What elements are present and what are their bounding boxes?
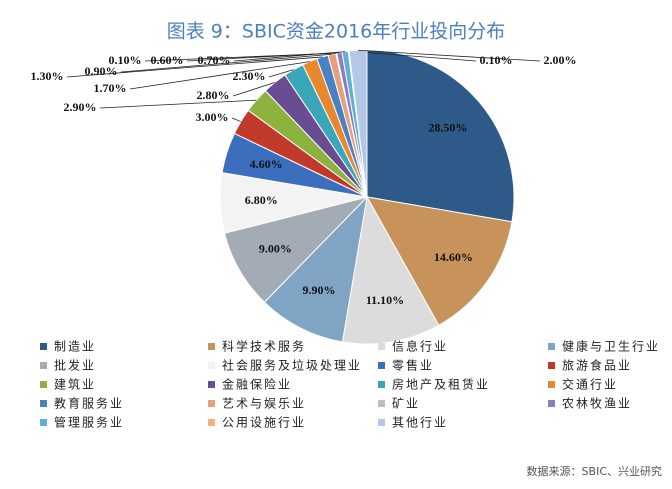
legend-label: 农林牧渔业 bbox=[562, 397, 632, 411]
leader-line bbox=[232, 82, 275, 97]
legend-label: 其他行业 bbox=[392, 416, 448, 430]
leader-line bbox=[231, 117, 241, 122]
data-label: 2.80% bbox=[197, 88, 230, 102]
legend-label: 建筑业 bbox=[54, 377, 96, 392]
legend-swatch bbox=[208, 381, 215, 388]
data-label: 14.60% bbox=[434, 250, 473, 264]
pie-slice bbox=[341, 195, 440, 345]
data-label: 0.90% bbox=[85, 64, 118, 78]
data-label: 0.60% bbox=[151, 53, 184, 67]
data-label: 28.50% bbox=[428, 121, 467, 135]
data-label: 9.00% bbox=[259, 242, 292, 256]
legend-swatch bbox=[548, 362, 555, 369]
legend-swatch bbox=[208, 400, 215, 407]
legend-label: 社会服务及垃圾处理业 bbox=[222, 358, 362, 373]
legend-swatch bbox=[378, 419, 385, 426]
legend-label: 零售业 bbox=[392, 358, 434, 373]
legend-swatch bbox=[208, 362, 215, 369]
leader-line bbox=[66, 56, 323, 78]
legend-label: 管理服务业 bbox=[54, 415, 124, 430]
pie-slice bbox=[366, 49, 515, 223]
legend-label: 交通行业 bbox=[562, 377, 618, 392]
legend-label: 教育服务业 bbox=[54, 396, 124, 411]
legend-label: 公用设施行业 bbox=[222, 416, 306, 430]
chart-title: 图表 9：SBIC资金2016年行业投向分布 bbox=[167, 21, 505, 43]
leader-line bbox=[268, 69, 294, 78]
legend-label: 矿业 bbox=[392, 397, 420, 411]
legend-swatch bbox=[208, 343, 215, 350]
data-label: 2.00% bbox=[544, 53, 577, 67]
leader-line bbox=[358, 49, 541, 62]
leader-line bbox=[129, 61, 310, 90]
legend-swatch bbox=[378, 400, 385, 407]
legend-swatch bbox=[208, 419, 215, 426]
leader-line bbox=[120, 53, 332, 73]
legend-label: 金融保险业 bbox=[222, 377, 292, 392]
data-label: 4.60% bbox=[250, 157, 283, 171]
legend-swatch bbox=[40, 400, 47, 407]
leader-line bbox=[99, 99, 257, 109]
legend-swatch bbox=[378, 343, 385, 350]
legend-label: 旅游食品业 bbox=[562, 358, 632, 373]
legend-label: 信息行业 bbox=[392, 339, 448, 354]
legend-label: 制造业 bbox=[54, 340, 96, 354]
data-label: 1.30% bbox=[31, 69, 64, 83]
legend-label: 批发业 bbox=[54, 358, 96, 373]
data-label: 3.00% bbox=[196, 110, 229, 124]
legend-label: 科学技术服务 bbox=[222, 339, 306, 354]
legend-label: 艺术与娱乐业 bbox=[222, 397, 306, 411]
leader-line bbox=[233, 51, 346, 62]
data-label: 0.70% bbox=[198, 53, 231, 67]
pie-slice bbox=[366, 196, 513, 326]
data-label: 1.70% bbox=[94, 81, 127, 95]
legend-label: 健康与卫生行业 bbox=[562, 339, 660, 354]
legend-swatch bbox=[548, 381, 555, 388]
legend-swatch bbox=[548, 343, 555, 350]
source-note: 数据来源：SBIC、兴业研究 bbox=[527, 464, 662, 478]
legend-swatch bbox=[548, 400, 555, 407]
data-label: 0.10% bbox=[109, 53, 142, 67]
legend-swatch bbox=[40, 343, 47, 350]
legend-swatch bbox=[378, 362, 385, 369]
legend-swatch bbox=[40, 381, 47, 388]
leader-line bbox=[348, 50, 477, 62]
pie-slice bbox=[263, 195, 368, 343]
data-label: 9.90% bbox=[303, 283, 336, 297]
legend-swatch bbox=[40, 419, 47, 426]
legend-label: 房地产及租赁业 bbox=[392, 377, 490, 392]
data-label: 6.80% bbox=[245, 193, 278, 207]
data-label: 11.10% bbox=[366, 293, 404, 307]
data-label: 0.10% bbox=[480, 53, 513, 67]
legend-swatch bbox=[378, 381, 385, 388]
data-label: 2.90% bbox=[64, 100, 97, 114]
legend-swatch bbox=[40, 362, 47, 369]
